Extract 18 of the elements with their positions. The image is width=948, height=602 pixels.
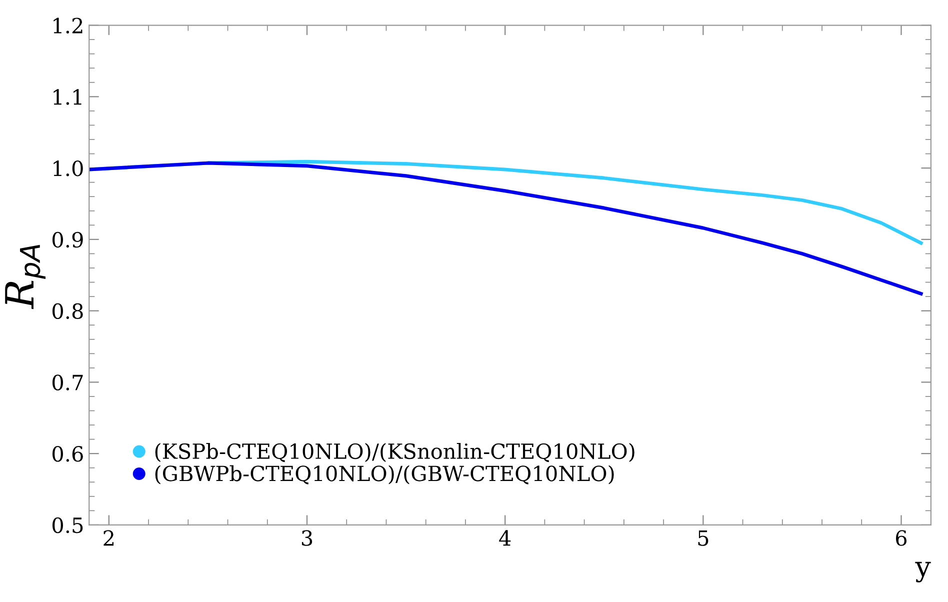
legend-label: (GBWPb-CTEQ10NLO)/(GBW-CTEQ10NLO) [155,465,614,484]
x-tick-label: 5 [698,530,708,546]
x-axis-title: y [915,562,931,582]
y-tick-label: 0.7 [52,374,83,390]
y-tick-label: 0.9 [52,232,83,248]
x-tick-label: 2 [104,530,114,546]
y-tick-label: 1.1 [54,89,82,105]
line-series [89,161,923,296]
y-tick-label: 0.5 [52,517,83,534]
y-tick-label: 1.0 [54,160,83,176]
x-tick-label: 6 [896,530,907,546]
y-tick-label: 0.8 [52,303,83,320]
x-tick-label: 3 [302,530,312,546]
legend-label: (KSPb-CTEQ10NLO)/(KSnonlin-CTEQ10NLO) [155,442,634,462]
x-tick-label: 4 [499,530,511,546]
y-tick-label: 0.6 [52,446,83,462]
y-axis-title: R$_{pA}$ [5,244,46,310]
y-tick-label: 1.2 [54,18,82,34]
